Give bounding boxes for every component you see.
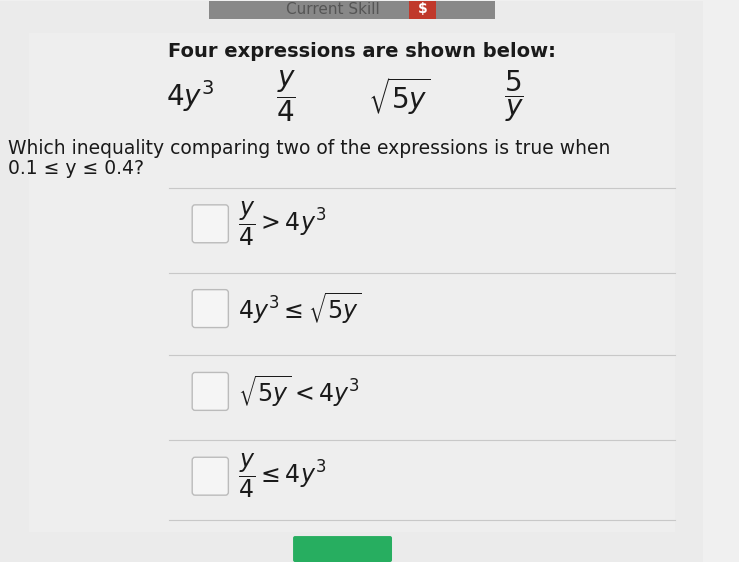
Text: Four expressions are shown below:: Four expressions are shown below: [168,42,556,61]
FancyBboxPatch shape [0,1,703,562]
Text: $\dfrac{y}{4}$: $\dfrac{y}{4}$ [276,68,296,124]
Text: $4y^{3} \leq \sqrt{5y}$: $4y^{3} \leq \sqrt{5y}$ [238,291,361,327]
Text: Which inequality comparing two of the expressions is true when: Which inequality comparing two of the ex… [7,139,610,158]
Text: Current Skill: Current Skill [286,2,380,17]
FancyBboxPatch shape [209,0,495,19]
Text: $\dfrac{5}{y}$: $\dfrac{5}{y}$ [504,68,524,124]
FancyBboxPatch shape [192,289,228,328]
FancyBboxPatch shape [409,0,436,19]
FancyBboxPatch shape [293,536,392,562]
FancyBboxPatch shape [192,457,228,495]
FancyBboxPatch shape [29,33,675,532]
Text: $\dfrac{y}{4} > 4y^{3}$: $\dfrac{y}{4} > 4y^{3}$ [238,200,326,248]
Text: $\sqrt{5y} < 4y^{3}$: $\sqrt{5y} < 4y^{3}$ [238,374,360,409]
FancyBboxPatch shape [192,373,228,410]
Text: $\sqrt{5y}$: $\sqrt{5y}$ [368,75,431,117]
Text: $\dfrac{y}{4} \leq 4y^{3}$: $\dfrac{y}{4} \leq 4y^{3}$ [238,452,326,500]
Text: $4y^{3}$: $4y^{3}$ [166,78,214,114]
Text: $: $ [418,2,427,16]
FancyBboxPatch shape [192,205,228,243]
Text: 0.1 ≤ y ≤ 0.4?: 0.1 ≤ y ≤ 0.4? [7,160,143,179]
